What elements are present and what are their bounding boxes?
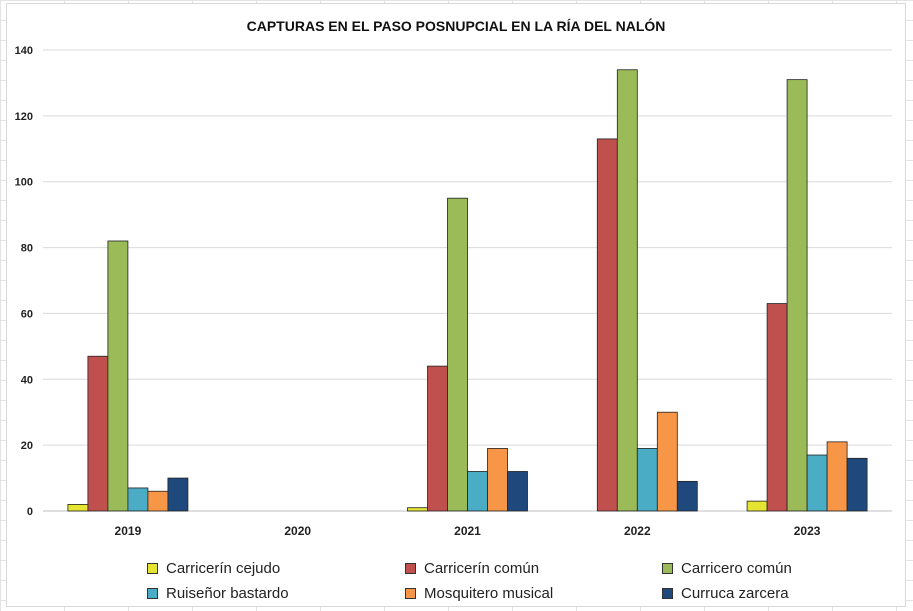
bar xyxy=(407,507,428,512)
x-tick-label: 2020 xyxy=(284,524,311,538)
legend-label: Carricerín común xyxy=(424,560,540,577)
bar xyxy=(616,69,638,512)
bar xyxy=(596,138,618,512)
bar xyxy=(67,504,89,512)
y-tick-label: 120 xyxy=(15,111,33,123)
bar xyxy=(766,303,788,512)
bar xyxy=(746,500,768,512)
x-tick-label: 2023 xyxy=(794,524,821,538)
legend-label: Mosquitero musical xyxy=(424,585,554,602)
bar xyxy=(87,355,109,512)
bar xyxy=(826,441,848,512)
legend-item[interactable]: Curruca zarcera xyxy=(662,585,789,602)
legend-swatch xyxy=(662,588,673,599)
chart-area[interactable]: CAPTURAS EN EL PASO POSNUPCIAL EN LA RÍA… xyxy=(6,3,906,607)
y-tick-label: 0 xyxy=(27,506,33,518)
bar xyxy=(786,79,808,512)
chart-legend: Carricerín cejudo Carricerín común Carrice… xyxy=(7,554,905,604)
legend-swatch xyxy=(147,588,158,599)
bar xyxy=(846,457,868,512)
bar xyxy=(127,487,149,512)
y-tick-label: 20 xyxy=(21,440,33,452)
bar xyxy=(107,240,129,512)
legend-label: Carricerín cejudo xyxy=(166,560,281,577)
legend-item[interactable]: Carricero común xyxy=(662,560,792,577)
legend-item[interactable]: Carricerín común xyxy=(405,560,539,577)
bar xyxy=(806,454,828,512)
bar xyxy=(636,448,658,512)
bar xyxy=(167,477,189,512)
legend-swatch xyxy=(662,563,673,574)
bar xyxy=(467,471,488,512)
legend-swatch xyxy=(147,563,158,574)
bar xyxy=(507,471,528,512)
y-tick-label: 60 xyxy=(21,308,33,320)
legend-label: Ruiseñor bastardo xyxy=(166,585,289,602)
bar xyxy=(487,448,508,512)
legend-label: Curruca zarcera xyxy=(681,585,789,602)
x-tick-label: 2021 xyxy=(454,524,481,538)
y-tick-label: 40 xyxy=(21,374,33,386)
y-tick-label: 80 xyxy=(21,243,33,255)
legend-item[interactable]: Carricerín cejudo xyxy=(147,560,280,577)
chart-title: CAPTURAS EN EL PASO POSNUPCIAL EN LA RÍA… xyxy=(246,18,666,34)
legend-swatch xyxy=(405,563,416,574)
y-tick-label: 100 xyxy=(15,177,33,189)
bar xyxy=(427,365,448,512)
chart-plot: 0 20 40 60 80 100 120 140 2019 2020 2021 2022 2023 xyxy=(15,45,892,538)
bar xyxy=(656,411,678,512)
bar xyxy=(147,490,169,512)
legend-item[interactable]: Mosquitero musical xyxy=(405,585,553,602)
legend-item[interactable]: Ruiseñor bastardo xyxy=(147,585,289,602)
x-tick-label: 2019 xyxy=(115,524,142,538)
y-tick-label: 140 xyxy=(15,45,33,57)
bar xyxy=(676,480,698,512)
legend-swatch xyxy=(405,588,416,599)
bar xyxy=(447,197,468,512)
x-tick-label: 2022 xyxy=(624,524,651,538)
legend-label: Carricero común xyxy=(681,560,792,577)
